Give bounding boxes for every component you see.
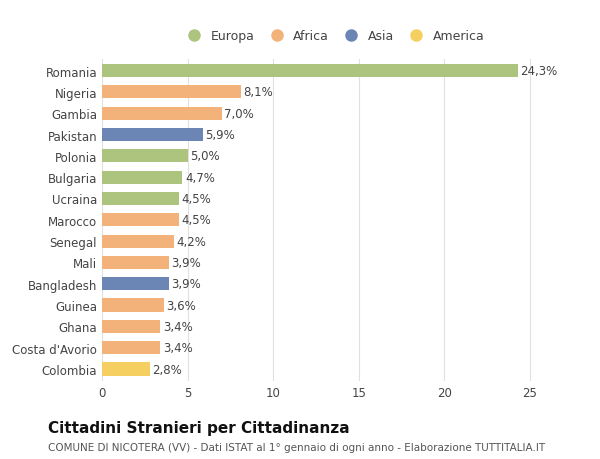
- Text: 3,9%: 3,9%: [172, 278, 201, 291]
- Text: 4,2%: 4,2%: [176, 235, 206, 248]
- Text: 3,4%: 3,4%: [163, 341, 193, 354]
- Text: 3,4%: 3,4%: [163, 320, 193, 333]
- Bar: [102, 320, 160, 333]
- Text: 4,5%: 4,5%: [182, 214, 211, 227]
- Bar: [102, 192, 179, 206]
- Text: 4,7%: 4,7%: [185, 171, 215, 184]
- Bar: [102, 363, 150, 376]
- Bar: [102, 86, 241, 99]
- Text: 7,0%: 7,0%: [224, 107, 254, 120]
- Text: 5,9%: 5,9%: [206, 129, 235, 142]
- Bar: [102, 341, 160, 355]
- Bar: [102, 150, 188, 163]
- Bar: [102, 299, 164, 312]
- Bar: [102, 171, 182, 185]
- Bar: [102, 235, 174, 248]
- Text: 24,3%: 24,3%: [520, 65, 557, 78]
- Text: Cittadini Stranieri per Cittadinanza: Cittadini Stranieri per Cittadinanza: [48, 420, 350, 435]
- Text: COMUNE DI NICOTERA (VV) - Dati ISTAT al 1° gennaio di ogni anno - Elaborazione T: COMUNE DI NICOTERA (VV) - Dati ISTAT al …: [48, 442, 545, 452]
- Bar: [102, 214, 179, 227]
- Text: 5,0%: 5,0%: [190, 150, 220, 163]
- Bar: [102, 107, 222, 121]
- Text: 3,6%: 3,6%: [166, 299, 196, 312]
- Bar: [102, 278, 169, 291]
- Text: 4,5%: 4,5%: [182, 193, 211, 206]
- Bar: [102, 65, 518, 78]
- Legend: Europa, Africa, Asia, America: Europa, Africa, Asia, America: [179, 28, 487, 45]
- Text: 8,1%: 8,1%: [243, 86, 273, 99]
- Text: 3,9%: 3,9%: [172, 257, 201, 269]
- Text: 2,8%: 2,8%: [152, 363, 182, 376]
- Bar: [102, 256, 169, 269]
- Bar: [102, 129, 203, 142]
